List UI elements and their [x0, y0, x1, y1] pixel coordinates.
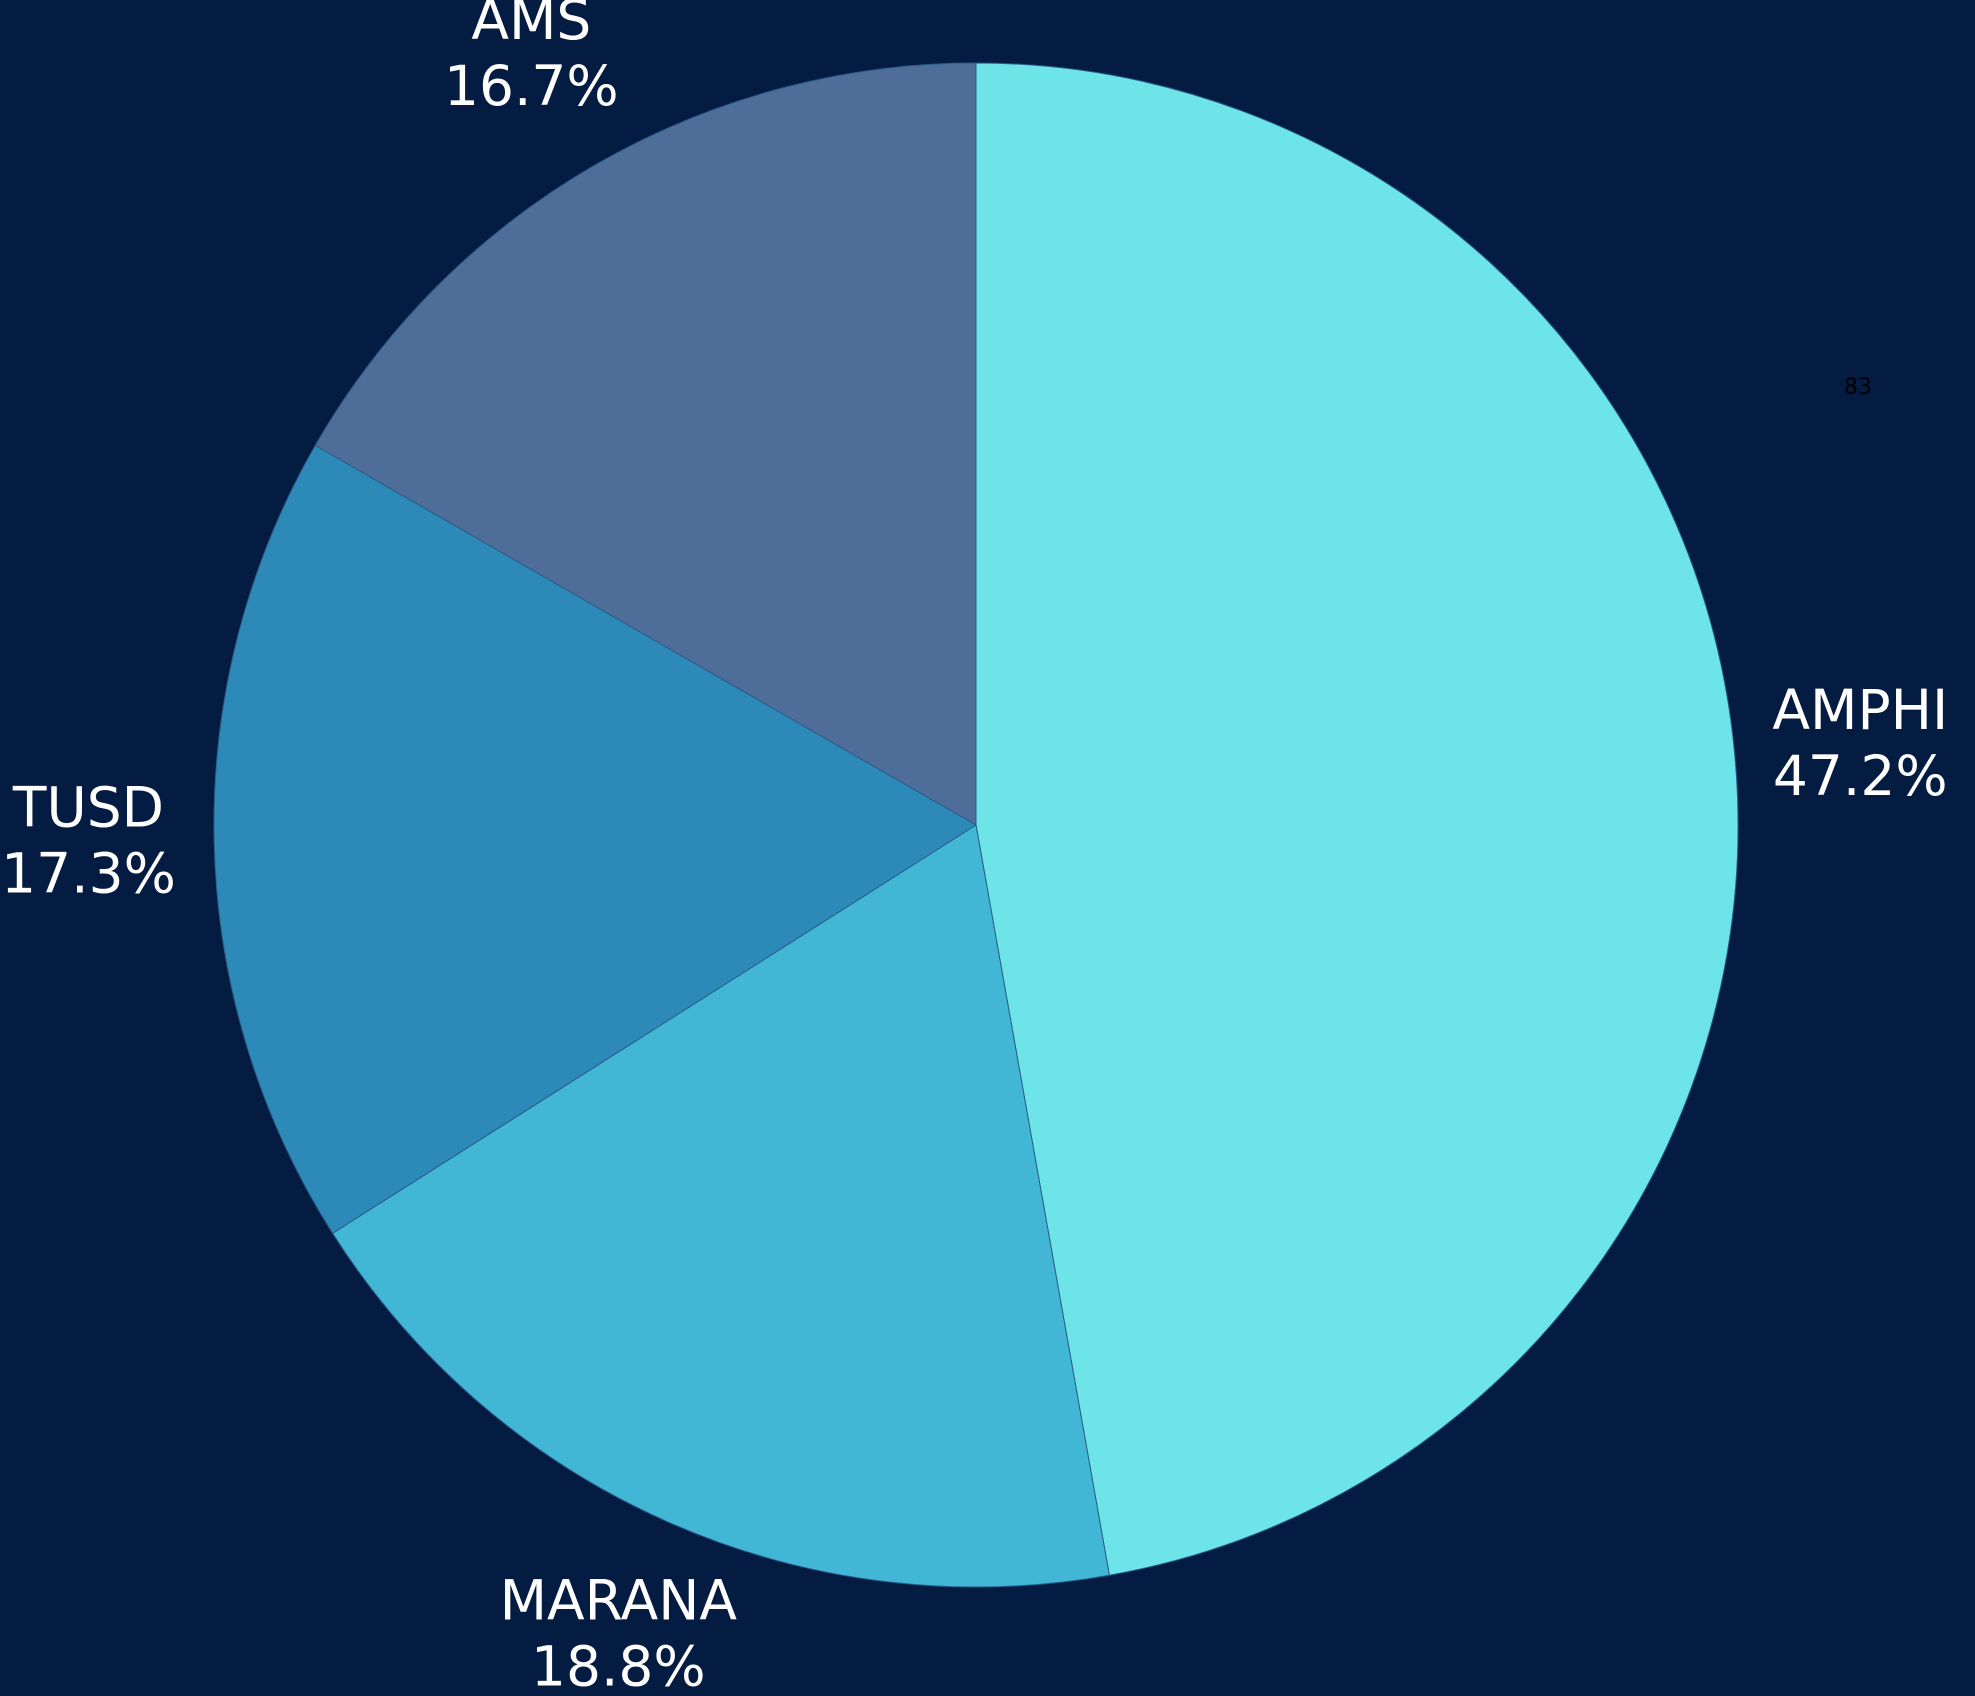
slice-value-label: 47.2%: [1773, 744, 1948, 808]
pie-slice: [975, 62, 1739, 1576]
slice-label: AMS: [471, 0, 591, 52]
slice-value-label: 16.7%: [444, 54, 619, 118]
slice-label: AMPHI: [1772, 678, 1948, 742]
slice-value-label: 17.3%: [1, 842, 176, 906]
slice-label: MARANA: [500, 1569, 738, 1633]
pie-slice: [213, 444, 977, 1234]
slice-value-label: 18.8%: [531, 1635, 706, 1696]
pie-slice: [314, 62, 977, 826]
annotation: 83: [1844, 375, 1872, 400]
pie-slice: [331, 824, 1110, 1588]
slice-label: TUSD: [12, 776, 164, 840]
